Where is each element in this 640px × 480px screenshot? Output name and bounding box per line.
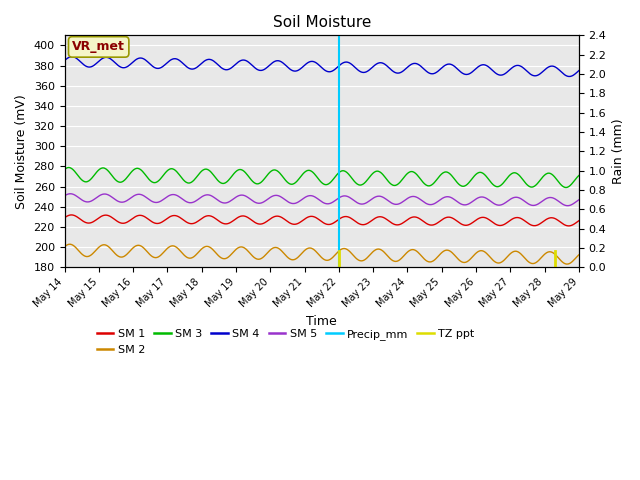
- Y-axis label: Soil Moisture (mV): Soil Moisture (mV): [15, 94, 28, 209]
- Title: Soil Moisture: Soil Moisture: [273, 15, 371, 30]
- X-axis label: Time: Time: [307, 315, 337, 328]
- Text: VR_met: VR_met: [72, 40, 125, 53]
- Y-axis label: Rain (mm): Rain (mm): [612, 119, 625, 184]
- Legend: SM 1, SM 2, SM 3, SM 4, SM 5, Precip_mm, TZ ppt: SM 1, SM 2, SM 3, SM 4, SM 5, Precip_mm,…: [92, 325, 479, 359]
